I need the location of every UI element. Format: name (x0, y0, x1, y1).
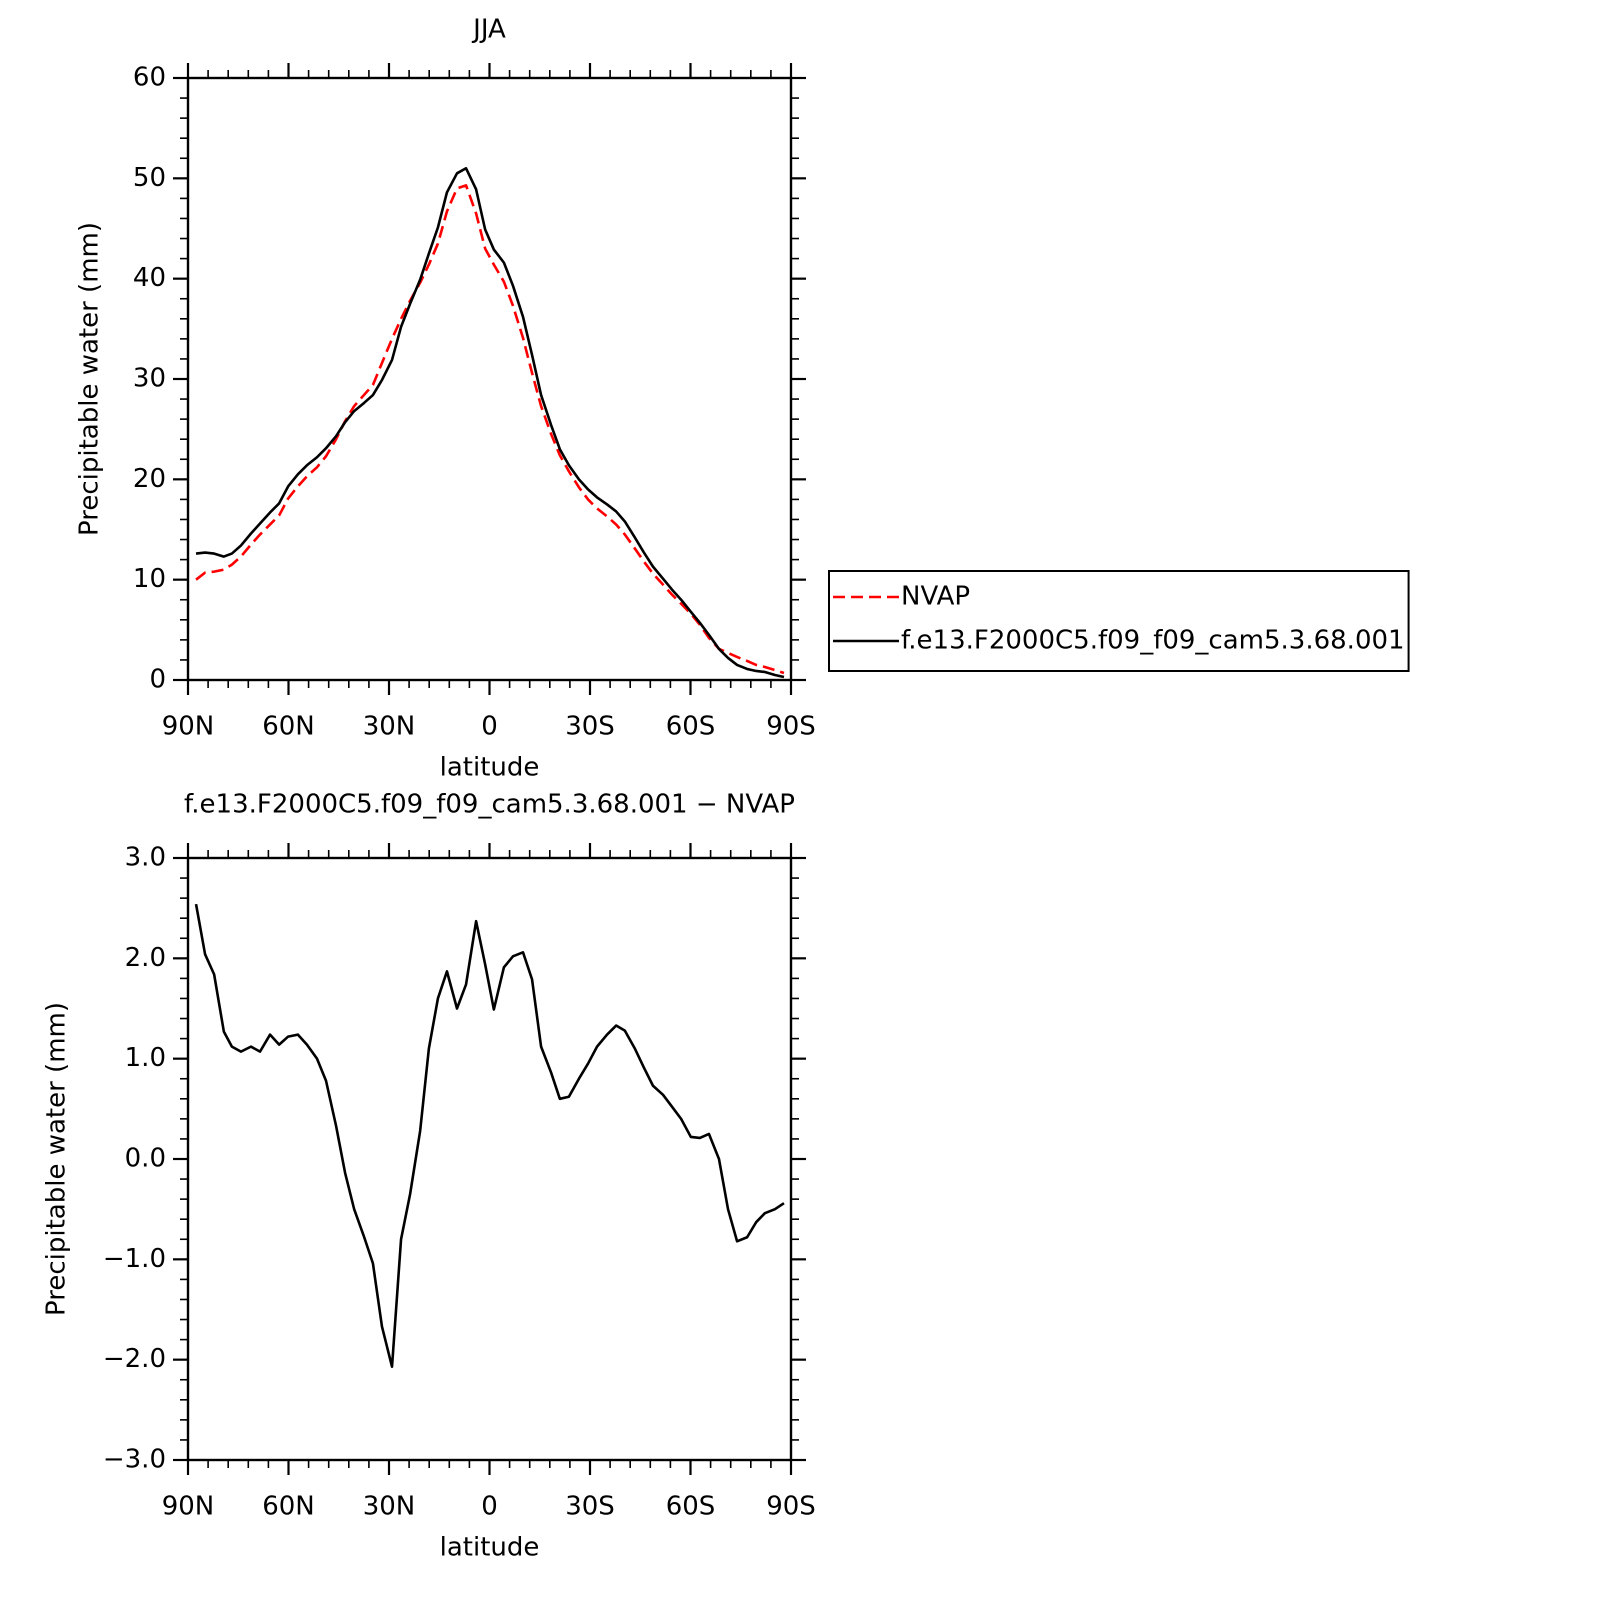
y-axis-label: Precipitable water (mm) (75, 222, 105, 536)
chart-title: f.e13.F2000C5.f09_f09_cam5.3.68.001 − NV… (184, 790, 795, 820)
y-tick-label: 20 (133, 464, 166, 494)
x-tick-label: 30S (565, 1492, 615, 1522)
y-tick-label: −3.0 (103, 1445, 166, 1475)
x-tick-label: 60S (666, 712, 716, 742)
y-tick-label: 60 (133, 63, 166, 93)
x-tick-label: 60N (262, 712, 315, 742)
y-tick-label: 0 (149, 665, 166, 695)
x-tick-label: 0 (481, 712, 498, 742)
y-tick-label: 10 (133, 564, 166, 594)
panel: JJA latitude Precipitable water (mm) 0 10 20 3… (75, 15, 1410, 783)
x-tick-label: 30N (363, 1492, 416, 1522)
x-tick-label: 90S (766, 712, 816, 742)
y-tick-label: 2.0 (125, 943, 166, 973)
x-tick-label: 30S (565, 712, 615, 742)
y-tick-label: −1.0 (103, 1244, 166, 1274)
x-tick-label: 0 (481, 1492, 498, 1522)
x-tick-label: 30N (363, 712, 416, 742)
data-line (195, 184, 785, 675)
x-tick-label: 60N (262, 1492, 315, 1522)
x-tick-label: 90S (766, 1492, 816, 1522)
data-line (194, 903, 785, 1368)
x-tick-label: 90N (162, 1492, 215, 1522)
legend: NVAP f.e13.F2000C5.f09_f09_cam5.3.68.001 (828, 570, 1410, 672)
chart-title: JJA (471, 15, 506, 45)
legend-box (828, 570, 1410, 672)
data-line (195, 167, 785, 679)
y-tick-label: 40 (133, 263, 166, 293)
y-tick-label: 50 (133, 163, 166, 193)
plot-frame (186, 856, 793, 1462)
y-tick-label: 3.0 (125, 843, 166, 873)
y-tick-label: −2.0 (103, 1344, 166, 1374)
y-tick-label: 30 (133, 364, 166, 394)
x-axis-label: latitude (440, 753, 540, 783)
x-axis-label: latitude (440, 1533, 540, 1563)
panel: f.e13.F2000C5.f09_f09_cam5.3.68.001 − NV… (42, 790, 816, 1563)
x-tick-label: 90N (162, 712, 215, 742)
y-tick-label: 0.0 (125, 1144, 166, 1174)
y-tick-label: 1.0 (125, 1043, 166, 1073)
legend-label: NVAP (901, 582, 970, 612)
plot-frame (186, 76, 793, 682)
x-tick-label: 60S (666, 1492, 716, 1522)
legend-label: f.e13.F2000C5.f09_f09_cam5.3.68.001 (901, 626, 1405, 656)
y-axis-label: Precipitable water (mm) (42, 1002, 72, 1316)
